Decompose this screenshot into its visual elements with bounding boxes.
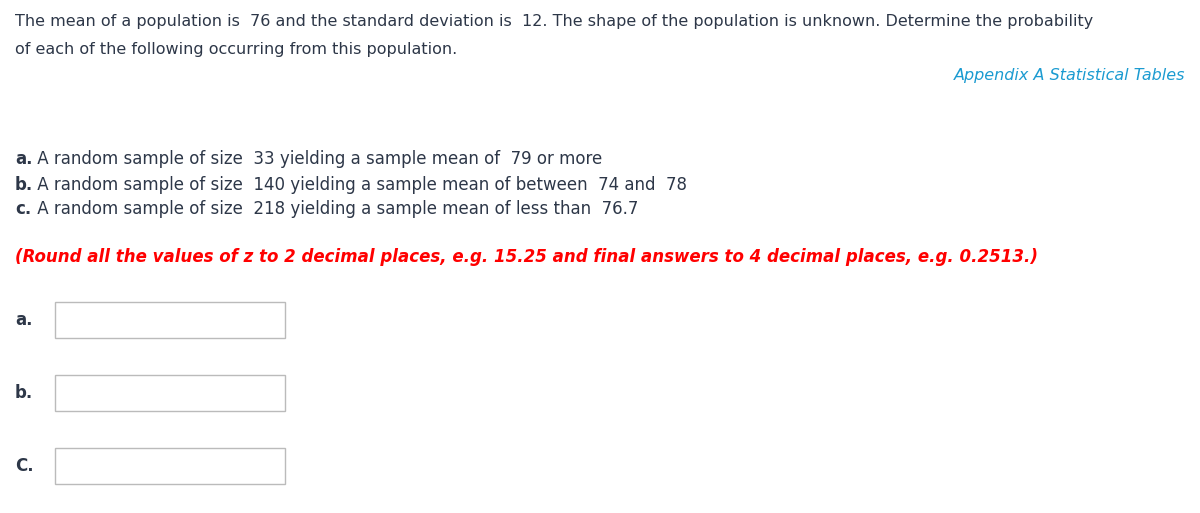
Text: of each of the following occurring from this population.: of each of the following occurring from … xyxy=(14,42,457,57)
Text: C.: C. xyxy=(14,457,34,475)
Text: a.: a. xyxy=(14,150,32,168)
Text: c.: c. xyxy=(14,200,31,218)
FancyBboxPatch shape xyxy=(55,302,286,338)
Text: (Round all the values of z to 2 decimal places, e.g. 15.25 and final answers to : (Round all the values of z to 2 decimal … xyxy=(14,248,1038,266)
Text: The mean of a population is  76 and the standard deviation is  12. The shape of : The mean of a population is 76 and the s… xyxy=(14,14,1093,29)
Text: Appendix A Statistical Tables: Appendix A Statistical Tables xyxy=(954,68,1186,83)
Text: A random sample of size  33 yielding a sample mean of  79 or more: A random sample of size 33 yielding a sa… xyxy=(32,150,602,168)
Text: A random sample of size  218 yielding a sample mean of less than  76.7: A random sample of size 218 yielding a s… xyxy=(32,200,638,218)
Text: b.: b. xyxy=(14,176,34,194)
Text: a.: a. xyxy=(14,311,32,329)
FancyBboxPatch shape xyxy=(55,448,286,484)
Text: b.: b. xyxy=(14,384,34,402)
FancyBboxPatch shape xyxy=(55,375,286,411)
Text: A random sample of size  140 yielding a sample mean of between  74 and  78: A random sample of size 140 yielding a s… xyxy=(32,176,686,194)
